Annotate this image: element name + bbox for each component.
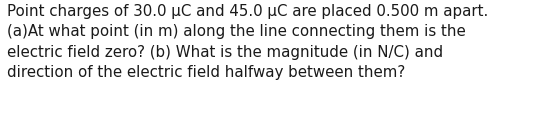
Text: Point charges of 30.0 μC and 45.0 μC are placed 0.500 m apart.
(a)At what point : Point charges of 30.0 μC and 45.0 μC are… <box>7 4 488 80</box>
